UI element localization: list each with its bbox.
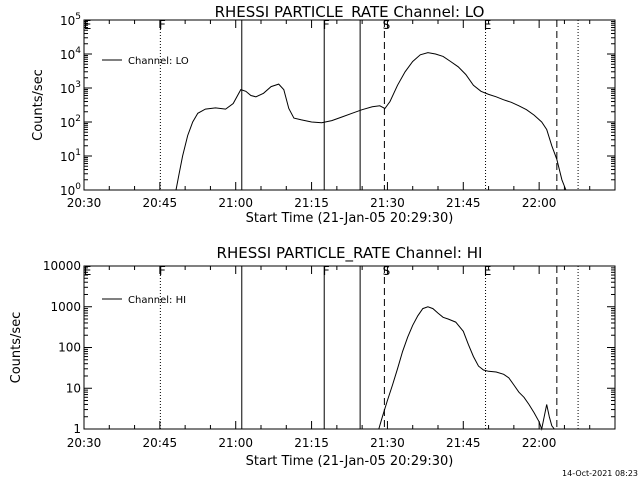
- x-tick-label: 21:45: [446, 436, 481, 450]
- series-line: [175, 52, 567, 191]
- y-tick-base: 10: [60, 14, 75, 28]
- event-marker-label: F: [159, 264, 166, 278]
- x-tick-label: 21:15: [294, 196, 329, 210]
- x-tick-label: 21:30: [370, 436, 405, 450]
- y-tick-label: 10000: [43, 259, 81, 273]
- y-tick-base: 10: [60, 82, 75, 96]
- x-tick-label: 20:45: [143, 196, 178, 210]
- y-tick-label: 102: [60, 114, 81, 130]
- x-tick-label: 20:30: [67, 436, 102, 450]
- y-tick-label: 104: [60, 46, 81, 62]
- panel-channel-lo: RHESSI PARTICLE_RATE Channel: LO 20:30 20:…: [31, 3, 616, 226]
- y-tick-label: 1: [73, 422, 81, 436]
- event-marker-label: E: [84, 264, 92, 278]
- legend-label: Channel: HI: [128, 295, 186, 306]
- y-axis-label: Counts/sec: [31, 69, 46, 141]
- event-marker-label: S: [383, 18, 391, 32]
- y-tick-label: 1000: [50, 300, 81, 314]
- y-tick-base: 10: [60, 150, 75, 164]
- y-tick-exponent: 0: [75, 182, 81, 192]
- y-tick-label: 100: [58, 341, 81, 355]
- y-tick-label: 101: [60, 148, 81, 164]
- chart-title: RHESSI PARTICLE_RATE Channel: HI: [217, 244, 483, 263]
- x-tick-label: 21:15: [294, 436, 329, 450]
- x-tick-label: 22:00: [522, 196, 557, 210]
- event-marker-label: F: [323, 18, 330, 32]
- x-tick-label: 21:45: [446, 196, 481, 210]
- x-tick-label: 20:45: [143, 436, 178, 450]
- y-tick-label: 105: [60, 12, 81, 28]
- y-tick-base: 10: [60, 184, 75, 198]
- event-marker-label: E: [484, 18, 492, 32]
- x-tick-label: 21:00: [218, 196, 253, 210]
- plot-frame: [83, 19, 616, 191]
- plot-frame: [83, 265, 616, 430]
- event-marker-label: F: [159, 18, 166, 32]
- event-marker-label: S: [383, 264, 391, 278]
- event-marker-label: F: [323, 264, 330, 278]
- x-axis-label: Start Time (21-Jan-05 20:29:30): [246, 211, 454, 226]
- y-tick-exponent: 3: [75, 80, 81, 90]
- y-tick-label: 103: [60, 80, 81, 96]
- x-tick-label: 21:30: [370, 196, 405, 210]
- y-tick-exponent: 2: [75, 114, 81, 124]
- x-tick-label: 21:00: [218, 436, 253, 450]
- event-marker-label: E: [84, 18, 92, 32]
- date-stamp: 14-Oct-2021 08:23: [562, 469, 638, 478]
- panel-channel-hi: RHESSI PARTICLE_RATE Channel: HI 20:30 20:…: [9, 244, 616, 469]
- y-tick-exponent: 1: [75, 148, 81, 158]
- x-tick-label: 22:00: [522, 436, 557, 450]
- legend-label: Channel: LO: [128, 56, 189, 67]
- y-tick-exponent: 5: [75, 12, 81, 22]
- y-tick-label: 100: [60, 182, 81, 198]
- event-marker-label: E: [484, 264, 492, 278]
- y-axis-label: Counts/sec: [9, 312, 24, 384]
- y-tick-base: 10: [60, 116, 75, 130]
- x-tick-label: 20:30: [67, 196, 102, 210]
- y-tick-label: 10: [66, 381, 81, 395]
- y-tick-exponent: 4: [75, 46, 81, 56]
- chart-title: RHESSI PARTICLE_RATE Channel: LO: [215, 3, 485, 22]
- y-tick-base: 10: [60, 48, 75, 62]
- series-line: [378, 306, 555, 431]
- x-axis-label: Start Time (21-Jan-05 20:29:30): [246, 454, 454, 469]
